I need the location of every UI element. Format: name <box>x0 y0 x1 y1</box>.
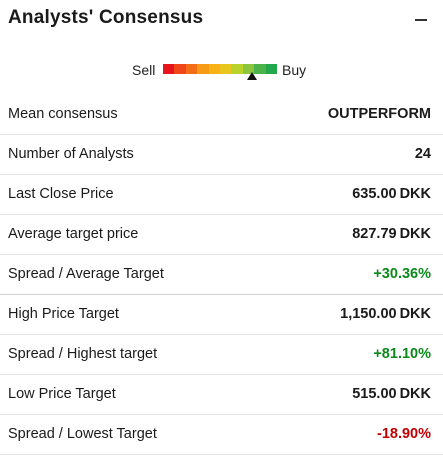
row-label: Low Price Target <box>8 386 116 402</box>
panel-title: Analysts' Consensus <box>8 7 204 28</box>
value-currency: DKK <box>399 186 431 202</box>
gauge-segment <box>197 64 209 74</box>
row-value: 515.00 DKK <box>352 386 431 402</box>
gauge-segment <box>163 64 175 74</box>
value-currency: DKK <box>399 226 431 242</box>
row-mean-consensus: Mean consensus OUTPERFORM <box>0 95 443 135</box>
row-average-target-price: Average target price 827.79 DKK <box>0 215 443 255</box>
value-number: 515.00 <box>352 386 397 402</box>
row-label: Spread / Highest target <box>8 346 158 362</box>
row-label: Last Close Price <box>8 186 114 202</box>
row-value: +81.10% <box>373 346 431 362</box>
row-number-of-analysts: Number of Analysts 24 <box>0 135 443 175</box>
gauge-segment <box>185 64 198 74</box>
row-high-price-target: High Price Target 1,150.00 DKK <box>0 295 443 335</box>
row-last-close-price: Last Close Price 635.00 DKK <box>0 175 443 215</box>
row-value: 24 <box>415 146 431 162</box>
value-number: OUTPERFORM <box>327 106 431 122</box>
value-number: 827.79 <box>352 226 397 242</box>
row-label: Number of Analysts <box>8 146 134 162</box>
row-value: +30.36% <box>373 266 431 282</box>
gauge-segment <box>242 64 255 74</box>
row-spread-average-target: Spread / Average Target +30.36% <box>0 255 443 295</box>
value-number: -18.90% <box>376 426 431 442</box>
consensus-marker-icon <box>246 72 257 80</box>
gauge-segment <box>231 64 243 74</box>
value-currency: DKK <box>399 386 431 402</box>
gauge-segment <box>208 64 221 74</box>
row-value: 635.00 DKK <box>352 186 431 202</box>
consensus-scale: Sell Buy <box>0 60 443 82</box>
row-value: 827.79 DKK <box>352 226 431 242</box>
row-label: Mean consensus <box>8 106 118 122</box>
gauge-segment <box>254 64 266 74</box>
consensus-gauge-bar <box>163 64 278 74</box>
gauge-segment <box>265 64 278 74</box>
sell-label: Sell <box>132 62 156 78</box>
row-low-price-target: Low Price Target 515.00 DKK <box>0 375 443 415</box>
row-spread-highest-target: Spread / Highest target +81.10% <box>0 335 443 375</box>
gauge-segment <box>220 64 232 74</box>
panel-header: Analysts' Consensus <box>0 0 443 40</box>
row-value: 1,150.00 DKK <box>340 306 431 322</box>
row-value: -18.90% <box>377 426 431 442</box>
buy-label: Buy <box>282 62 307 78</box>
row-label: High Price Target <box>8 306 119 322</box>
value-number: +81.10% <box>373 346 431 362</box>
value-number: 635.00 <box>352 186 397 202</box>
value-number: 1,150.00 <box>340 306 397 322</box>
value-number: +30.36% <box>373 266 431 282</box>
row-value: OUTPERFORM <box>328 106 431 122</box>
row-label: Spread / Lowest Target <box>8 426 157 442</box>
collapse-icon[interactable] <box>413 10 429 26</box>
gauge-segment <box>174 64 186 74</box>
value-currency: DKK <box>399 306 431 322</box>
value-number: 24 <box>414 146 431 162</box>
consensus-table: Mean consensus OUTPERFORM Number of Anal… <box>0 95 443 455</box>
row-spread-lowest-target: Spread / Lowest Target -18.90% <box>0 415 443 455</box>
row-label: Spread / Average Target <box>8 266 164 282</box>
row-label: Average target price <box>8 226 139 242</box>
